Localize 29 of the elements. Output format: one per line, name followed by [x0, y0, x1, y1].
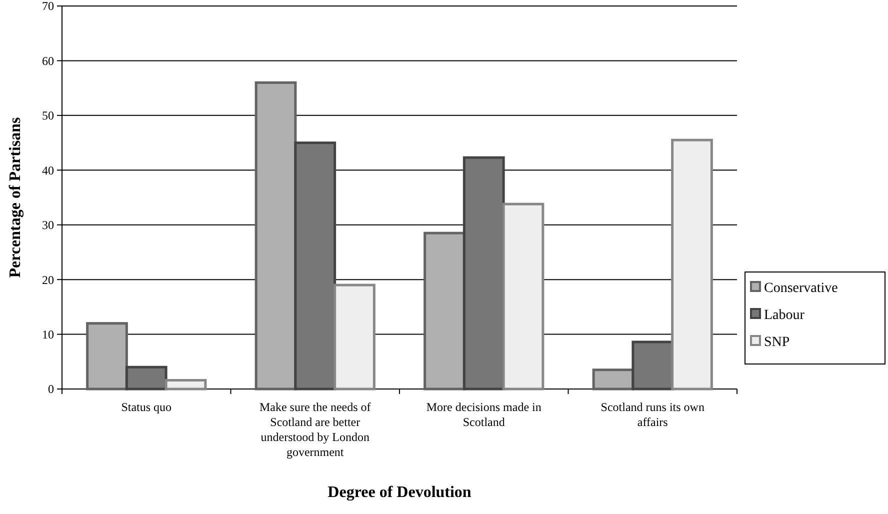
- bar: [294, 142, 336, 390]
- bar: [462, 156, 505, 390]
- y-tick-label: 30: [42, 218, 54, 232]
- x-tick-label: Make sure the needs of Scotland are better understood by London government: [259, 400, 371, 459]
- bar: [424, 232, 466, 390]
- bar: [254, 81, 297, 390]
- bar: [164, 378, 207, 390]
- legend-label: Conservative: [764, 280, 838, 296]
- bar: [592, 368, 634, 390]
- y-tick-label: 70: [42, 0, 54, 14]
- x-tick-label: More decisions made in Scotland: [426, 400, 542, 429]
- bar: [125, 366, 168, 390]
- bar: [671, 138, 713, 390]
- x-tick-label: Status quo: [121, 400, 172, 414]
- bar: [502, 202, 544, 390]
- x-tick-label: Scotland runs its own affairs: [600, 400, 704, 429]
- y-tick-label: 40: [42, 163, 54, 178]
- y-tick-label: 60: [42, 54, 54, 68]
- bar: [632, 340, 674, 390]
- y-tick-label: 10: [42, 327, 54, 342]
- y-tick-label: 50: [42, 108, 54, 123]
- y-axis-title: Percentage of Partisans: [7, 117, 24, 278]
- legend-label: SNP: [764, 334, 790, 350]
- bar: [86, 322, 128, 390]
- legend-label: Labour: [764, 308, 805, 323]
- y-tick-label: 20: [42, 272, 54, 287]
- y-tick-label: 0: [48, 382, 54, 396]
- bar: [334, 284, 376, 390]
- x-axis-title: Degree of Devolution: [328, 484, 472, 501]
